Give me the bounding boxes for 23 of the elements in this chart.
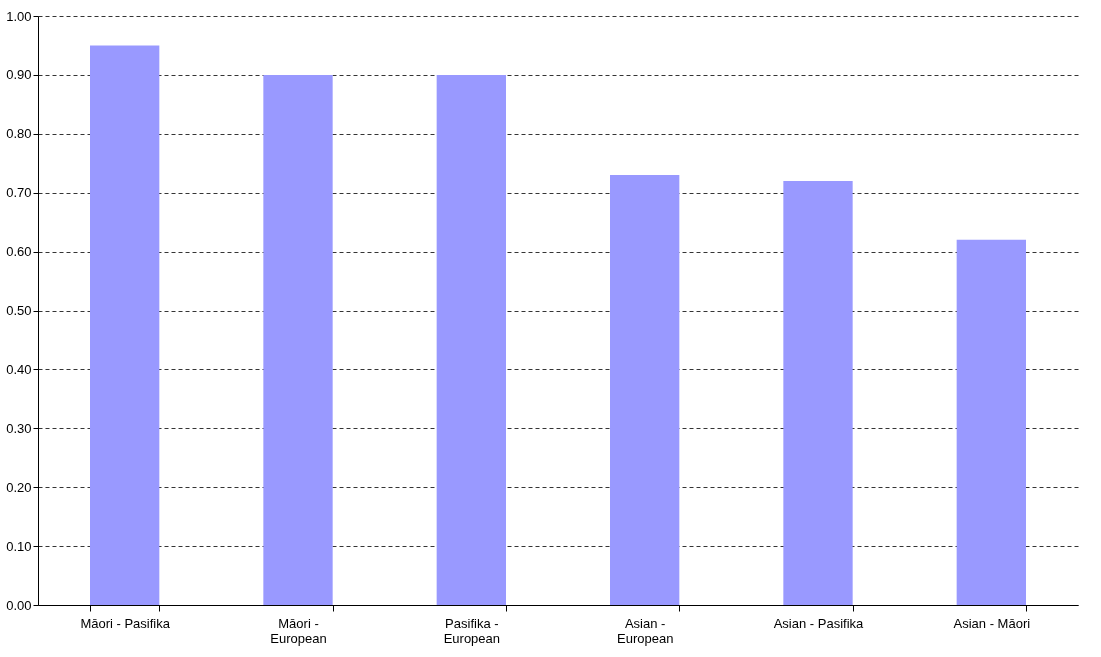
bar xyxy=(610,175,680,605)
bar xyxy=(436,74,506,605)
x-tick-label: Pasifika - European xyxy=(443,615,501,646)
y-tick-label: 0.20 xyxy=(6,479,32,495)
y-tick-label: 0.40 xyxy=(6,361,32,377)
y-tick-label: 0.70 xyxy=(6,185,32,201)
y-tick-label: 0.80 xyxy=(6,126,32,142)
x-tick-label: Māori - European xyxy=(270,615,327,646)
x-tick-label: Māori - Pasifika xyxy=(80,615,171,631)
x-tick-label: Asian - Māori xyxy=(953,615,1031,631)
y-tick-label: 0.60 xyxy=(6,244,32,260)
y-tick-label: 0.50 xyxy=(6,303,32,318)
y-tick-label: 0.10 xyxy=(6,538,32,554)
bar xyxy=(90,45,160,605)
x-tick-label: Asian - European xyxy=(616,615,674,646)
y-tick-label: 0.90 xyxy=(6,67,32,83)
bar xyxy=(783,180,853,605)
bar xyxy=(956,239,1026,605)
y-tick-label: 0.00 xyxy=(6,597,32,613)
x-tick-label: Asian - Pasifika xyxy=(773,615,865,631)
bar xyxy=(263,74,333,605)
y-tick-label: 0.30 xyxy=(6,420,32,436)
y-tick-label: 1.00 xyxy=(6,8,32,24)
